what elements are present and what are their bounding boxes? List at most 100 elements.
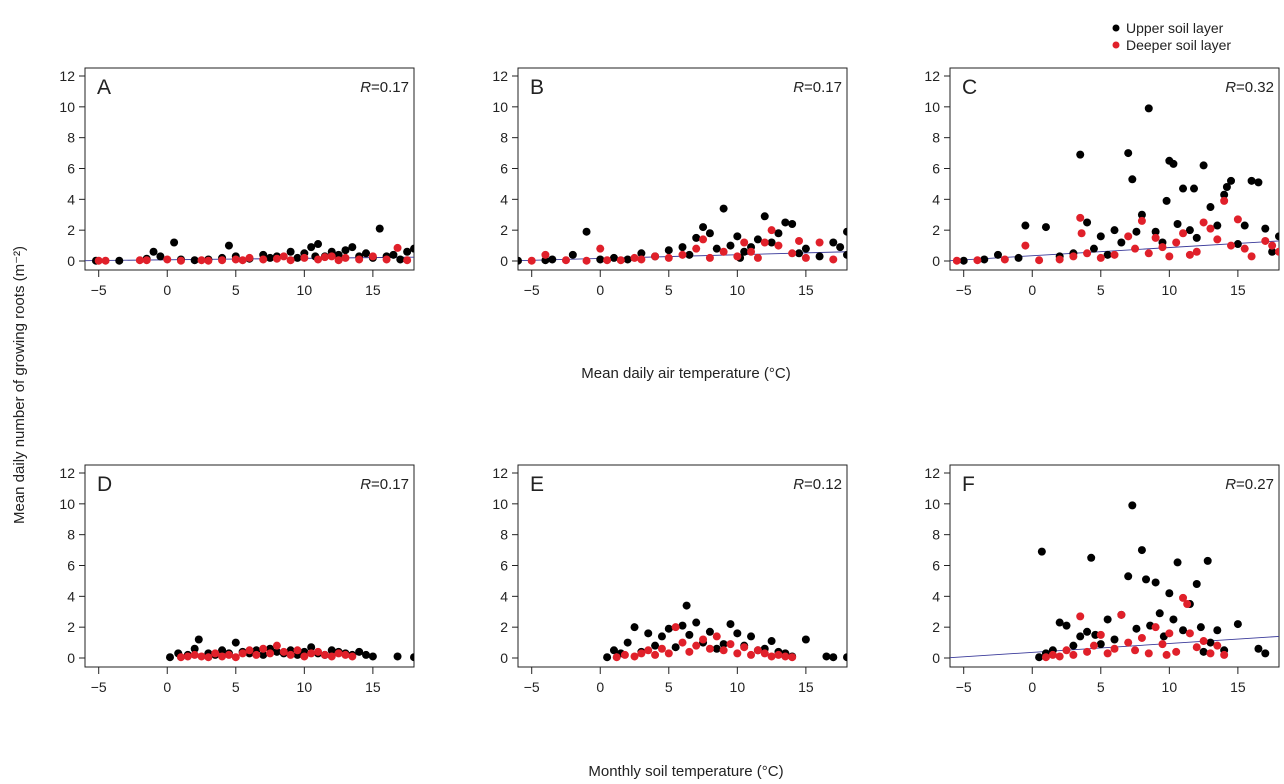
y-tick-label: 8 [67, 130, 75, 146]
r-symbol: R [1225, 476, 1236, 493]
point-deeper [341, 253, 350, 262]
point-deeper [231, 255, 240, 264]
point-deeper [788, 653, 797, 662]
point-deeper [1162, 650, 1171, 659]
point-upper [1083, 218, 1092, 227]
point-upper [726, 241, 735, 250]
point-upper [1076, 632, 1085, 641]
point-upper [307, 243, 316, 252]
point-upper [1173, 220, 1182, 228]
y-tick-label: 10 [492, 496, 508, 512]
point-deeper [368, 252, 377, 261]
point-deeper [176, 256, 185, 265]
point-upper [682, 601, 691, 610]
point-upper [801, 244, 810, 253]
point-upper [389, 250, 398, 259]
point-deeper [1220, 650, 1229, 659]
point-deeper [1131, 646, 1140, 655]
point-upper [747, 632, 756, 641]
point-deeper [279, 647, 288, 656]
point-deeper [1192, 643, 1201, 652]
point-upper [403, 247, 412, 256]
point-upper [1220, 190, 1229, 199]
point-deeper [644, 646, 653, 655]
panel-f: 0 2 4 6 8 10 12 −5 0 5 10 15 F R=0.27 [924, 464, 1280, 695]
point-deeper [245, 646, 254, 655]
point-deeper [1165, 252, 1174, 261]
point-upper [341, 246, 350, 255]
x-tick-label: −5 [956, 679, 972, 695]
point-deeper [1227, 241, 1236, 250]
point-deeper [1213, 235, 1222, 244]
point-upper [1037, 547, 1046, 556]
point-deeper [286, 650, 295, 659]
point-deeper [272, 254, 281, 263]
point-upper [993, 250, 1002, 259]
point-upper [753, 235, 762, 244]
point-upper [609, 646, 618, 655]
x-tick-label: 15 [798, 282, 814, 298]
r-value: R=0.12 [793, 476, 842, 493]
point-deeper [781, 652, 790, 661]
point-deeper [1055, 255, 1064, 264]
point-deeper [1151, 233, 1160, 242]
point-upper [410, 244, 414, 253]
point-deeper [1096, 253, 1105, 262]
point-upper [637, 249, 646, 258]
point-upper [678, 621, 687, 630]
point-upper [1089, 244, 1098, 253]
point-upper [224, 241, 233, 250]
point-deeper [612, 653, 621, 662]
x-tick-label: −5 [91, 679, 107, 695]
point-deeper [774, 650, 783, 659]
point-upper [980, 255, 989, 264]
plot-frame [949, 67, 1280, 271]
point-deeper [1240, 244, 1249, 253]
y-tick-label: 0 [932, 253, 940, 269]
y-tick-label: 8 [932, 527, 940, 543]
point-upper [1206, 638, 1215, 647]
point-deeper [952, 256, 961, 265]
point-upper [1137, 546, 1146, 555]
y-tick-label: 6 [932, 161, 940, 177]
r-value: R=0.17 [360, 476, 409, 493]
x-tick-label: 15 [1230, 679, 1246, 695]
point-deeper [664, 649, 673, 658]
point-upper [156, 252, 165, 261]
point-upper [788, 220, 797, 228]
point-upper [767, 238, 776, 247]
point-deeper [719, 247, 728, 256]
y-tick-label: 12 [59, 68, 75, 84]
y-tick-label: 12 [59, 465, 75, 481]
point-deeper [596, 244, 605, 253]
point-upper [1165, 589, 1174, 598]
point-upper [664, 624, 673, 633]
y-tick-label: 12 [924, 465, 940, 481]
point-deeper [101, 256, 110, 265]
point-upper [1083, 627, 1092, 636]
point-upper [1179, 184, 1188, 193]
point-upper [774, 229, 783, 238]
point-deeper [1220, 196, 1229, 205]
y-tick-label: 2 [932, 619, 940, 635]
y-tick-label: 4 [932, 191, 940, 207]
point-upper [231, 638, 240, 647]
point-deeper [1124, 638, 1133, 647]
x-tick-label: 10 [1162, 679, 1178, 695]
point-deeper [774, 241, 783, 250]
point-upper [1103, 250, 1112, 259]
point-deeper [1213, 641, 1222, 650]
y-tick-label: 2 [932, 222, 940, 238]
x-tick-label: 15 [1230, 282, 1246, 298]
point-upper [1254, 178, 1263, 187]
r-symbol: R [793, 476, 804, 493]
point-upper [692, 618, 701, 627]
point-deeper [1103, 649, 1112, 658]
x-tick-label: 15 [798, 679, 814, 695]
panel-b: 0 2 4 6 8 10 12 −5 0 5 10 15 B R=0.17 [492, 67, 848, 298]
point-upper [1199, 647, 1208, 656]
point-deeper [1247, 252, 1256, 261]
x-tick-label: 15 [365, 282, 381, 298]
y-tick-label: 8 [500, 527, 508, 543]
